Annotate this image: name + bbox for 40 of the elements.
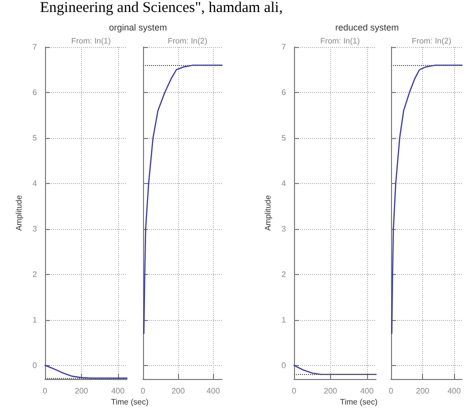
- text: Engineering and Sciences", hamdam ali,: [40, 0, 283, 17]
- x-tick-label: 0: [140, 386, 146, 396]
- x-tick-label: 0: [292, 386, 297, 396]
- x-tick-label: 400: [360, 386, 374, 396]
- x-tick-label: 0: [388, 386, 394, 396]
- chart-subtitle: From: In(2): [412, 36, 452, 46]
- y-tick-label: 5: [32, 133, 38, 142]
- chart-subtitle: From: In(2): [168, 36, 208, 46]
- y-tick-label: 5: [282, 133, 287, 142]
- y-tick-label: 1: [282, 315, 287, 324]
- x-axis-title: Time (sec): [111, 398, 149, 406]
- x-tick-label: 200: [171, 386, 186, 396]
- y-tick-label: 4: [32, 178, 38, 188]
- x-tick-label: 200: [324, 386, 338, 396]
- x-tick-label: 0: [42, 386, 48, 396]
- y-tick-label: 4: [282, 178, 287, 188]
- y-tick-label: 1: [32, 315, 38, 324]
- y-tick-label: 3: [32, 224, 38, 234]
- y-tick-label: 7: [282, 42, 287, 52]
- y-axis-title: Amplitude: [264, 194, 272, 231]
- y-tick-label: 0: [32, 360, 38, 370]
- x-axis-title: Time (sec): [340, 398, 378, 406]
- y-tick-label: 7: [32, 42, 38, 52]
- y-tick-label: 3: [282, 224, 287, 234]
- x-tick-label: 200: [74, 386, 89, 396]
- chart-title: reduced system: [335, 22, 399, 32]
- y-tick-label: 0: [282, 360, 287, 370]
- y-tick-label: 6: [32, 88, 38, 97]
- x-tick-label: 400: [206, 386, 220, 396]
- x-tick-label: 400: [447, 386, 462, 396]
- chart-title: orginal system: [108, 22, 168, 32]
- chart-subtitle: From: In(1): [71, 36, 112, 46]
- x-tick-label: 200: [416, 386, 430, 396]
- y-axis-title: Amplitude: [14, 194, 24, 231]
- chart-subtitle: From: In(1): [320, 36, 360, 46]
- y-tick-label: 2: [32, 270, 38, 279]
- y-tick-label: 2: [282, 270, 287, 279]
- y-tick-label: 6: [282, 88, 287, 97]
- x-tick-label: 400: [111, 386, 126, 396]
- line-series: [293, 364, 377, 376]
